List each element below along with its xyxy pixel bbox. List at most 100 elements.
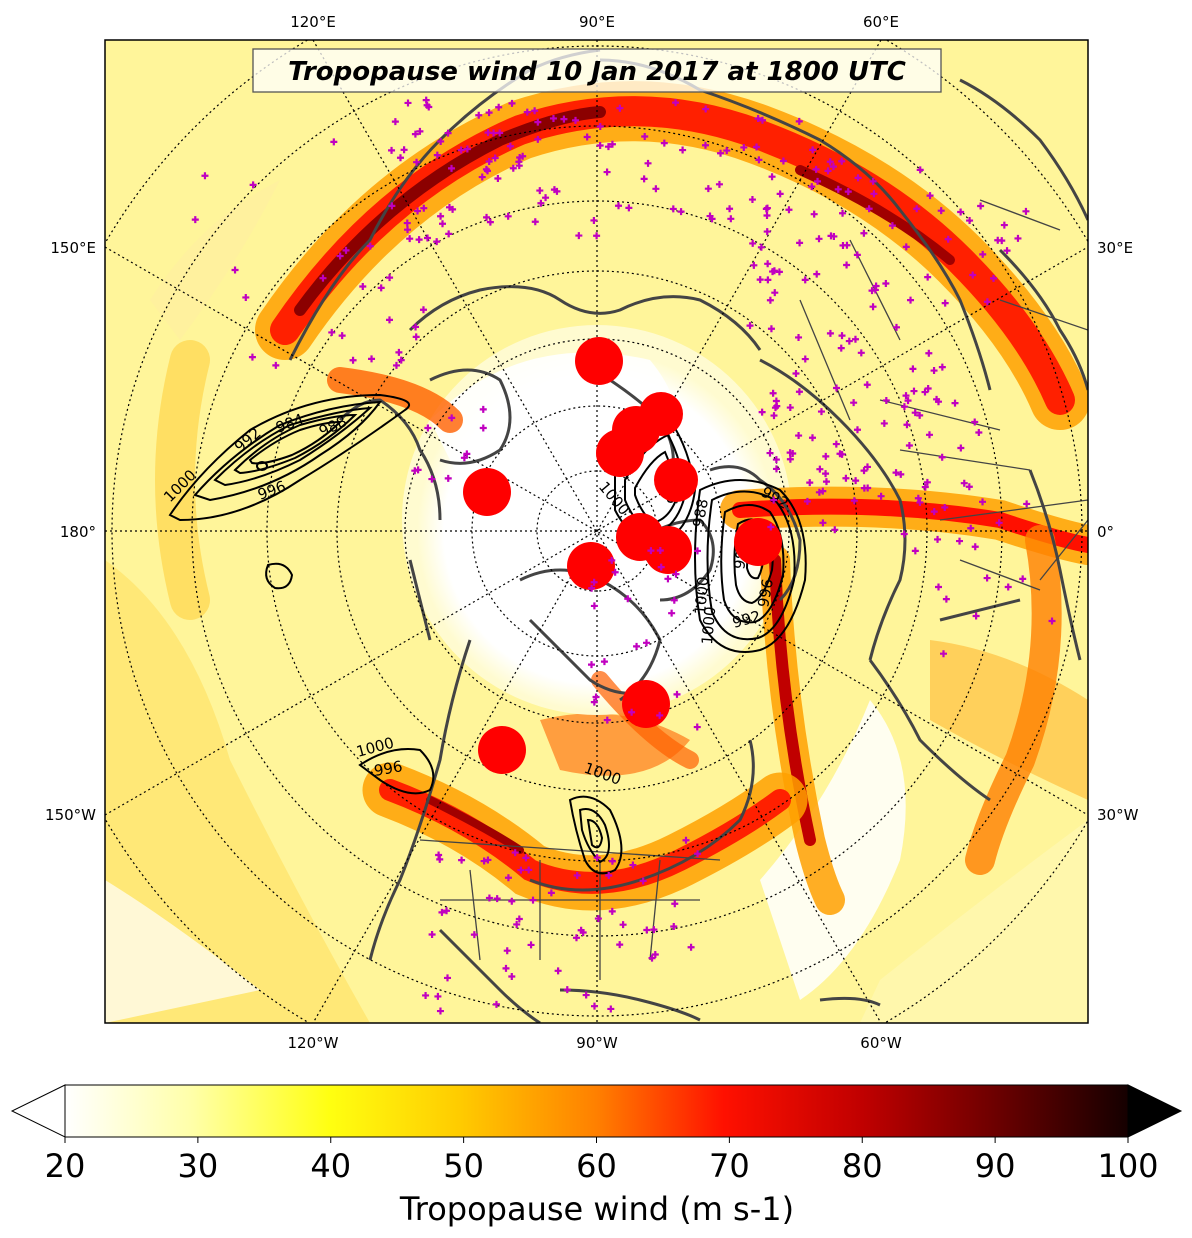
station-marker (349, 356, 357, 364)
station-marker (491, 154, 499, 162)
station-marker (412, 333, 420, 341)
station-marker (808, 183, 816, 191)
station-marker (485, 894, 493, 902)
station-marker (801, 276, 809, 284)
station-marker (523, 108, 531, 116)
feature-circle (644, 526, 692, 574)
station-marker (903, 421, 911, 429)
station-marker (852, 477, 860, 485)
station-marker (726, 205, 734, 213)
station-marker (672, 99, 680, 107)
station-marker (338, 332, 346, 340)
station-marker (693, 547, 701, 555)
station-marker (493, 895, 501, 903)
station-marker (492, 1000, 500, 1008)
station-marker (248, 353, 256, 361)
station-marker (829, 163, 837, 171)
station-marker (767, 325, 775, 333)
station-marker (359, 283, 367, 291)
station-marker (651, 950, 659, 958)
station-marker (648, 954, 656, 962)
station-marker (937, 207, 945, 215)
station-marker (590, 1002, 598, 1010)
station-marker (930, 367, 938, 375)
station-marker (926, 192, 934, 200)
station-marker (770, 496, 778, 504)
station-marker (888, 222, 896, 230)
station-marker (531, 218, 539, 226)
station-marker (536, 187, 544, 195)
station-marker (871, 286, 879, 294)
station-marker (756, 276, 764, 284)
station-marker (588, 661, 596, 669)
station-marker (838, 450, 846, 458)
lon-label-right: 30°W (1097, 806, 1139, 824)
station-marker (590, 602, 598, 610)
station-marker (957, 208, 965, 216)
station-marker (792, 370, 800, 378)
colorbar-bar (64, 1084, 1129, 1138)
colorbar-tick-label: 80 (842, 1147, 883, 1185)
station-marker (616, 104, 624, 112)
station-marker (608, 857, 616, 865)
colorbar-tick-label: 70 (709, 1147, 750, 1185)
station-marker (428, 930, 436, 938)
station-marker (916, 166, 924, 174)
station-marker (911, 409, 919, 417)
station-marker (495, 103, 503, 111)
station-marker (924, 273, 932, 281)
station-marker (727, 215, 735, 223)
station-marker (577, 926, 585, 934)
station-marker (834, 185, 842, 193)
station-marker (832, 384, 840, 392)
station-marker (671, 900, 679, 908)
station-marker (434, 992, 442, 1000)
station-marker (902, 392, 910, 400)
lon-label-top: 120°E (290, 13, 336, 31)
station-marker (485, 109, 493, 117)
station-marker (608, 556, 616, 564)
station-marker (392, 361, 400, 369)
station-marker (549, 114, 557, 122)
jet-stream (155, 81, 1088, 915)
lon-label-left: 180° (60, 523, 96, 541)
station-marker (596, 141, 604, 149)
station-marker (377, 284, 385, 292)
station-marker (853, 426, 861, 434)
station-marker (717, 149, 725, 157)
station-marker (511, 849, 519, 857)
feature-circle (654, 458, 698, 502)
station-marker (822, 452, 830, 460)
borders (419, 199, 1088, 980)
station-marker (704, 185, 712, 193)
station-marker (972, 612, 980, 620)
station-marker (748, 196, 756, 204)
feature-circle (575, 337, 623, 385)
station-marker (560, 115, 568, 123)
station-marker (882, 396, 890, 404)
station-marker (942, 595, 950, 603)
colorbar-ticks: 20 30 40 50 60 70 80 90 100 (45, 1137, 1159, 1185)
station-marker (475, 111, 483, 119)
station-marker (502, 964, 510, 972)
station-marker (611, 568, 619, 576)
station-marker (779, 157, 787, 165)
station-marker (652, 185, 660, 193)
station-marker (904, 397, 912, 405)
station-marker (400, 146, 408, 154)
station-marker (448, 164, 456, 172)
station-marker (905, 441, 913, 449)
station-marker (415, 236, 423, 244)
station-marker (670, 923, 678, 931)
station-marker (911, 547, 919, 555)
station-marker (869, 303, 877, 311)
station-marker (572, 116, 580, 124)
station-marker (971, 543, 979, 551)
station-marker (916, 411, 924, 419)
station-marker (1000, 221, 1008, 229)
station-marker (941, 299, 949, 307)
station-marker (664, 575, 672, 583)
station-marker (641, 132, 649, 140)
station-marker (490, 129, 498, 137)
station-marker (643, 639, 650, 647)
